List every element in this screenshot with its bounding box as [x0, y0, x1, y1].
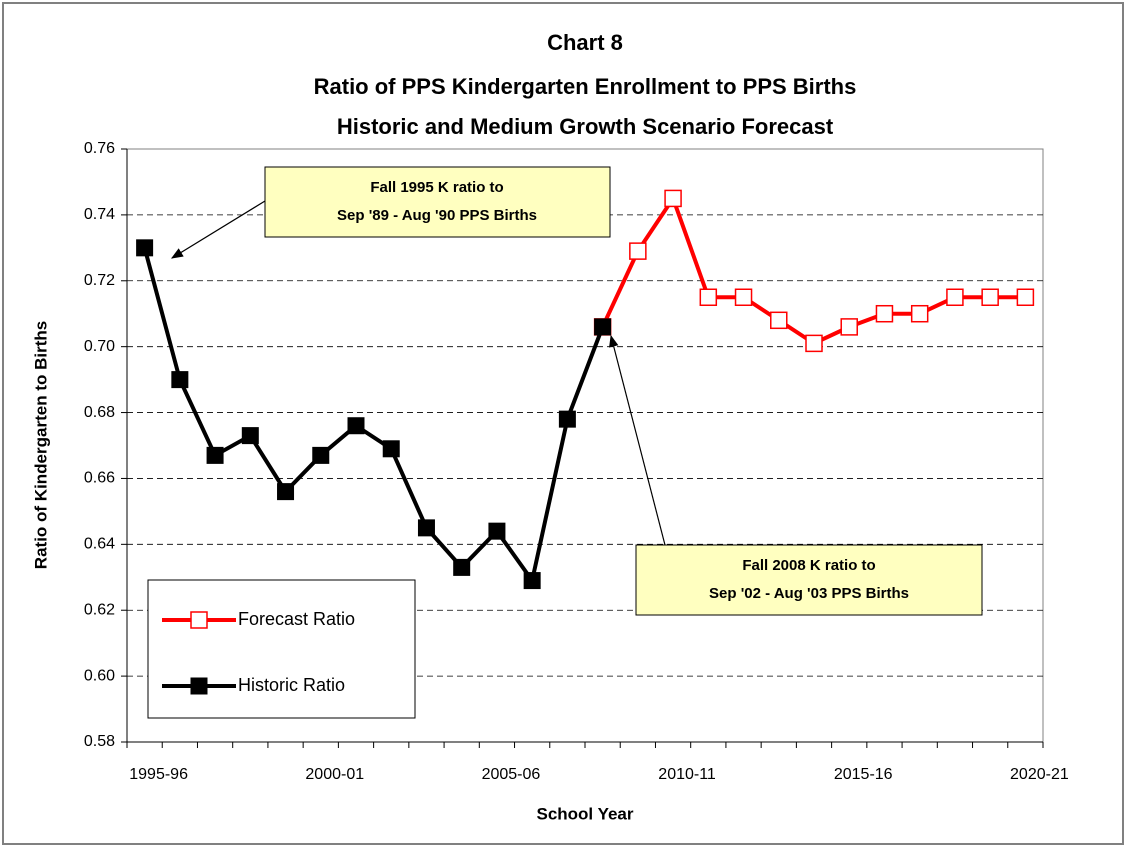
- y-tick-label: 0.66: [84, 470, 115, 487]
- point: [840, 318, 858, 336]
- y-axis-title: Ratio of Kindergarten to Births: [31, 321, 50, 569]
- point: [770, 311, 788, 330]
- point: [136, 239, 154, 257]
- point: [190, 611, 208, 629]
- point: [206, 446, 224, 464]
- y-tick-label: 0.76: [84, 140, 115, 157]
- chart-title: Historic and Medium Growth Scenario Fore…: [337, 114, 834, 139]
- point: [981, 288, 999, 306]
- point: [523, 572, 541, 590]
- point: [946, 288, 964, 306]
- plot-layer: 0.58 0.60 0.62 0.64 0.66 0.68 0.70 0.72 0.74 0.76…: [84, 140, 1069, 783]
- annotation-text: Sep '89 - Aug '90 PPS Births: [337, 207, 537, 224]
- point: [171, 371, 189, 389]
- x-tick-label: 1995-96: [129, 766, 188, 783]
- y-tick-label: 0.62: [84, 601, 115, 618]
- point: [1016, 288, 1035, 306]
- point: [910, 304, 929, 323]
- y-tick-label: 0.74: [84, 206, 115, 223]
- annotation: Fall 1995 K ratio to Sep '89 - Aug '90 P…: [170, 166, 611, 259]
- legend-label: Forecast Ratio: [238, 609, 355, 629]
- point: [277, 483, 295, 501]
- x-tick-label: 2015-16: [834, 766, 893, 783]
- point: [629, 242, 647, 260]
- point: [664, 189, 682, 208]
- chart-title: Ratio of PPS Kindergarten Enrollment to …: [314, 74, 857, 99]
- point: [558, 410, 576, 428]
- annotation-box: [635, 544, 983, 616]
- x-axis-title: School Year: [536, 804, 633, 823]
- annotation: Fall 2008 K ratio to Sep '02 - Aug '03 P…: [609, 334, 983, 616]
- legend-label: Historic Ratio: [238, 675, 345, 695]
- y-tick-label: 0.72: [84, 272, 115, 289]
- point: [488, 522, 506, 540]
- x-tick-label: 2010-11: [658, 766, 716, 783]
- point: [312, 446, 330, 464]
- point: [190, 677, 208, 695]
- x-tick-label: 2005-06: [482, 766, 541, 783]
- point: [453, 558, 471, 576]
- y-tick-label: 0.64: [84, 536, 115, 553]
- x-tick-label: 2020-21: [1010, 766, 1069, 783]
- annotation-text: Sep '02 - Aug '03 PPS Births: [709, 585, 909, 602]
- point: [805, 334, 823, 353]
- point: [347, 417, 365, 435]
- point: [875, 304, 894, 323]
- annotation-box: [264, 166, 611, 238]
- point: [241, 427, 259, 445]
- y-tick-label: 0.60: [84, 667, 115, 684]
- chart-title: Chart 8: [547, 30, 623, 55]
- y-tick-label: 0.58: [84, 733, 115, 750]
- point: [594, 318, 612, 336]
- x-tick-label: 2000-01: [305, 766, 364, 783]
- point: [734, 288, 753, 306]
- annotation-text: Fall 1995 K ratio to: [370, 179, 503, 196]
- annotation-text: Fall 2008 K ratio to: [742, 557, 875, 574]
- legend: Forecast Ratio Historic Ratio: [147, 579, 416, 719]
- point: [699, 288, 718, 306]
- y-tick-label: 0.68: [84, 404, 115, 421]
- y-tick-label: 0.70: [84, 338, 115, 355]
- annotation-arrow: [170, 200, 266, 259]
- legend-box: [147, 579, 416, 719]
- annotation-arrow: [609, 334, 666, 546]
- point: [382, 440, 400, 458]
- point: [417, 519, 435, 537]
